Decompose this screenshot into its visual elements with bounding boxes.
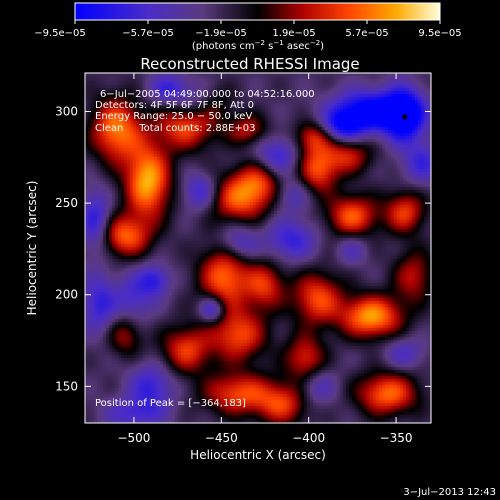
colorbar-tick-label: 1.9e−05	[272, 28, 315, 39]
x-axis-ticks	[133, 73, 397, 423]
annotation-energy-range: Energy Range: 25.0 − 50.0 keV	[95, 111, 252, 122]
colorbar-units: (photons cm−2 s−1 asec−2)	[192, 39, 324, 52]
peak-position-label: Position of Peak = [−364,183]	[95, 398, 246, 409]
x-tick-label: −350	[380, 431, 413, 445]
chart-title: Reconstructed RHESSI Image	[140, 55, 359, 73]
x-tick-label: −450	[205, 431, 238, 445]
timestamp: 3−Jul−2013 12:43	[403, 487, 496, 498]
colorbar-ticks	[74, 20, 441, 24]
colorbar	[74, 2, 441, 21]
y-tick-label: 250	[55, 196, 78, 210]
x-tick-label: −500	[117, 431, 150, 445]
y-tick-label: 200	[55, 288, 78, 302]
y-axis-ticks	[85, 110, 431, 387]
annotation-time-range: 6−Jul−2005 04:49:00.000 to 04:52:16.000	[100, 89, 315, 100]
plot-frame	[84, 72, 432, 424]
y-tick-label: 150	[55, 379, 78, 393]
colorbar-tick-label: 9.5e−05	[418, 28, 461, 39]
y-tick-label: 300	[55, 104, 78, 118]
colorbar-tick-label: −1.9e−05	[195, 28, 247, 39]
colorbar-tick-label: 5.7e−05	[345, 28, 388, 39]
annotation-detectors: Detectors: 4F 5F 6F 7F 8F, Att 0	[95, 100, 254, 111]
colorbar-tick-label: −5.7e−05	[122, 28, 174, 39]
heatmap-image	[85, 73, 431, 423]
annotation-clean-counts: Clean Total counts: 2.88E+03	[95, 123, 255, 134]
colorbar-tick-label: −9.5e−05	[34, 28, 86, 39]
x-tick-label: −400	[292, 431, 325, 445]
peak-marker	[402, 114, 408, 120]
y-axis-label: Heliocentric Y (arcsec)	[25, 181, 39, 316]
x-axis-label: Heliocentric X (arcsec)	[190, 448, 326, 462]
